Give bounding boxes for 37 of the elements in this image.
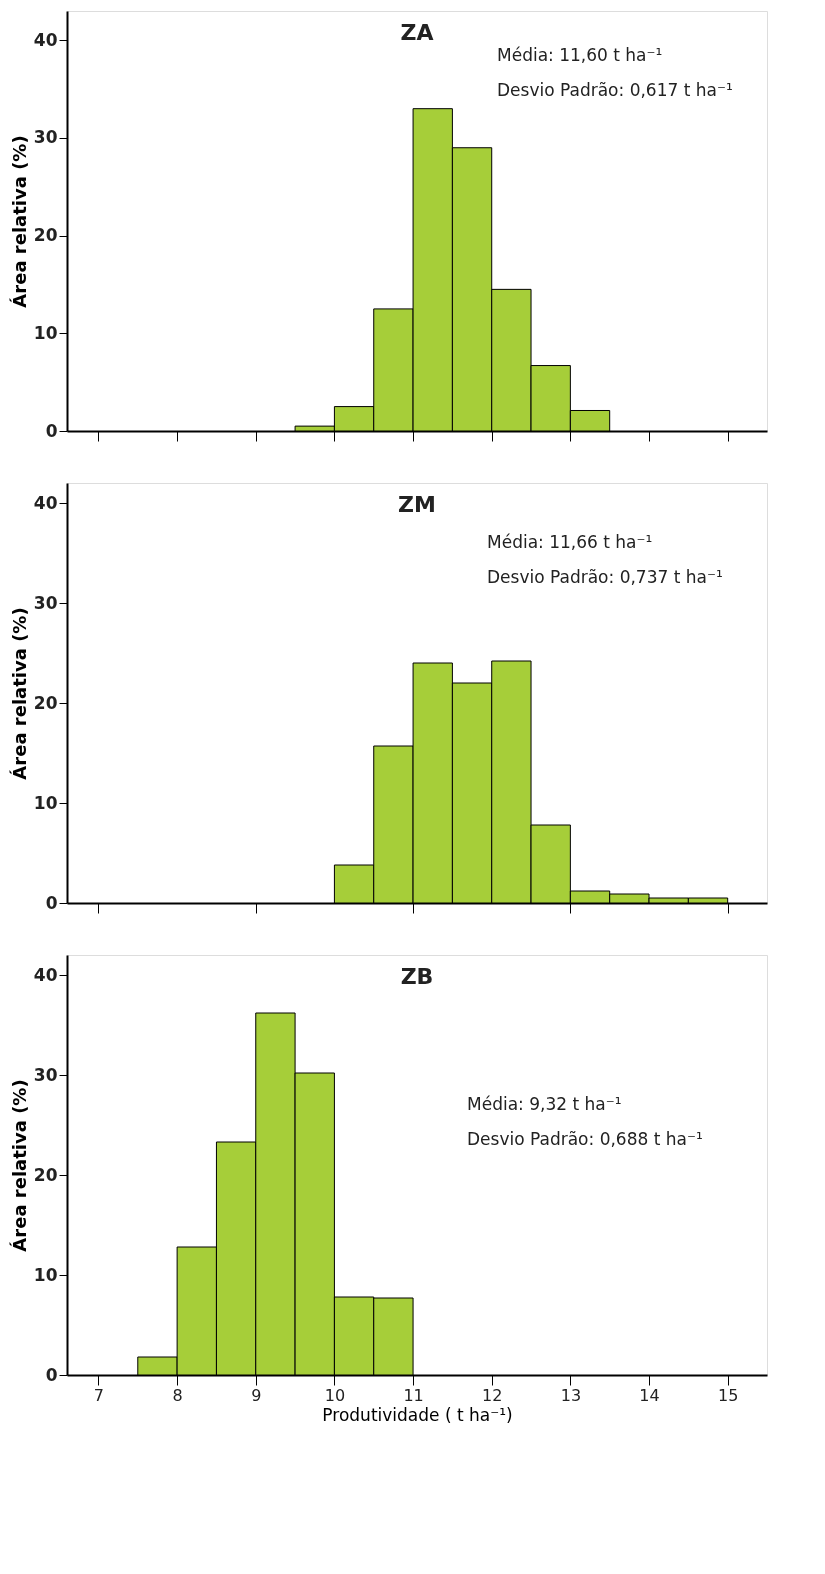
y-tick-label: 30 xyxy=(33,592,58,613)
y-tick-label: 0 xyxy=(45,892,58,913)
y-tick-label: 10 xyxy=(33,1264,58,1285)
x-tick-label: 9 xyxy=(251,1385,262,1405)
y-tick-label: 40 xyxy=(33,29,58,50)
y-axis-title: Área relativa (%) xyxy=(8,607,30,780)
y-tick-label: 20 xyxy=(33,225,58,246)
chart-title: ZM xyxy=(398,492,436,517)
x-tick-label: 13 xyxy=(560,1385,582,1405)
y-tick-label: 10 xyxy=(33,792,58,813)
y-tick-label: 10 xyxy=(33,322,58,343)
y-tick-label: 0 xyxy=(45,420,58,441)
chart-title: ZA xyxy=(400,20,434,45)
y-tick-label: 0 xyxy=(45,1364,58,1385)
annotation: Desvio Padrão: 0,737 t ha⁻¹ xyxy=(487,567,723,587)
annotation: Média: 11,66 t ha⁻¹ xyxy=(487,532,653,552)
annotation: Desvio Padrão: 0,688 t ha⁻¹ xyxy=(467,1129,703,1149)
y-tick-label: 20 xyxy=(33,1164,58,1185)
annotation: Média: 9,32 t ha⁻¹ xyxy=(467,1094,622,1114)
x-tick-label: 14 xyxy=(639,1385,660,1405)
x-tick-label: 8 xyxy=(172,1385,183,1405)
x-tick-label: 10 xyxy=(324,1385,346,1405)
y-tick-label: 20 xyxy=(33,692,58,713)
y-tick-label: 30 xyxy=(33,127,58,148)
annotation: Média: 11,60 t ha⁻¹ xyxy=(497,45,663,65)
y-axis-title: Área relativa (%) xyxy=(8,1079,30,1252)
annotation: Desvio Padrão: 0,617 t ha⁻¹ xyxy=(497,80,733,100)
y-axis-title: Área relativa (%) xyxy=(8,135,30,308)
x-tick-label: 12 xyxy=(482,1385,503,1405)
chart-title: ZB xyxy=(400,964,434,989)
x-axis-title: Produtividade ( t ha⁻¹) xyxy=(322,1404,513,1425)
x-tick-label: 15 xyxy=(717,1385,739,1405)
x-tick-label: 11 xyxy=(403,1385,424,1405)
x-tick-label: 7 xyxy=(93,1385,105,1405)
y-tick-label: 30 xyxy=(33,1064,58,1085)
y-tick-label: 40 xyxy=(33,964,58,985)
y-tick-label: 40 xyxy=(33,492,58,513)
